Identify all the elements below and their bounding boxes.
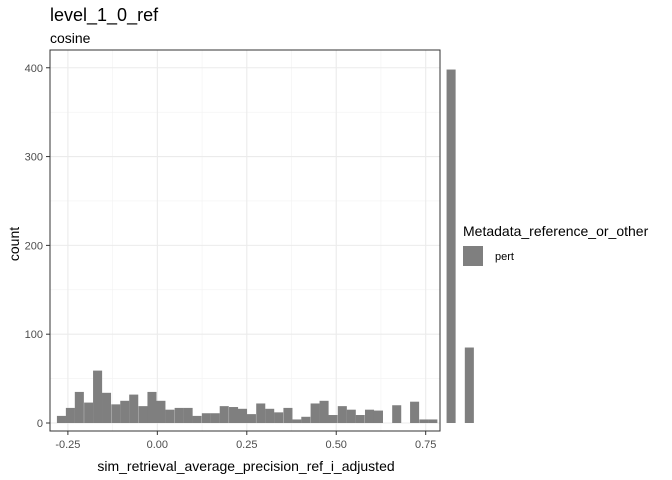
histogram-bar [183, 407, 193, 424]
histogram-bar [111, 404, 121, 424]
x-axis: -0.25 0.00 0.25 0.50 0.75 [55, 431, 436, 451]
panel-background [50, 50, 440, 431]
histogram-bar [246, 414, 256, 424]
histogram-bar [274, 412, 284, 424]
histogram-bar [129, 394, 139, 424]
histogram-bar [93, 370, 103, 424]
histogram-bar [120, 400, 130, 424]
y-tick-label: 200 [25, 240, 43, 252]
chart-subtitle: cosine [50, 30, 91, 46]
histogram-bar [319, 400, 329, 424]
legend-title: Metadata_reference_or_other [463, 223, 649, 239]
histogram-bar [373, 410, 383, 424]
histogram-bar [174, 407, 184, 424]
histogram-bars [56, 69, 474, 424]
histogram-bar [219, 406, 229, 424]
histogram-bar [346, 409, 356, 424]
histogram-bar [310, 403, 320, 424]
legend: Metadata_reference_or_other pert [463, 223, 649, 266]
histogram-bar [392, 405, 402, 424]
histogram-bar [165, 409, 175, 424]
histogram-bar [256, 403, 266, 424]
histogram-bar [337, 406, 347, 424]
x-tick-label: 0.50 [326, 439, 347, 451]
histogram-bar [292, 419, 302, 424]
x-tick-label: 0.25 [236, 439, 257, 451]
histogram-bar [428, 419, 438, 424]
histogram-bar [102, 392, 112, 424]
y-axis-title: count [6, 227, 22, 261]
x-tick-label: -0.25 [55, 439, 80, 451]
y-tick-label: 400 [25, 63, 43, 75]
y-axis: 0 100 200 300 400 [25, 63, 50, 430]
chart-title: level_1_0_ref [50, 5, 159, 26]
histogram-bar [328, 415, 338, 424]
histogram-bar [464, 347, 474, 424]
histogram-bar [229, 407, 239, 424]
y-tick-label: 300 [25, 152, 43, 164]
histogram-bar [355, 415, 365, 424]
histogram-bar [446, 69, 456, 424]
x-tick-label: 0.75 [415, 439, 436, 451]
histogram-bar [138, 406, 148, 424]
legend-label-pert: pert [495, 251, 514, 263]
histogram-bar [419, 419, 429, 424]
histogram-bar [364, 409, 375, 424]
histogram-bar [74, 391, 84, 424]
x-axis-title: sim_retrieval_average_precision_ref_i_ad… [97, 458, 394, 474]
y-tick-label: 0 [37, 418, 43, 430]
histogram-bar [283, 407, 293, 424]
histogram-bar [147, 391, 157, 424]
histogram-bar [265, 408, 275, 424]
minor-gridlines [50, 50, 440, 431]
histogram-bar [84, 402, 94, 424]
histogram-bar [410, 401, 420, 424]
histogram-bar [192, 415, 202, 424]
histogram-bar [156, 400, 166, 424]
histogram-bar [210, 413, 220, 424]
x-tick-label: 0.00 [147, 439, 168, 451]
panel-border [49, 49, 441, 432]
plot-area [49, 49, 474, 432]
legend-key-pert [463, 246, 483, 266]
histogram-bar [56, 415, 66, 424]
y-tick-label: 100 [25, 329, 43, 341]
histogram-bar [201, 413, 211, 424]
histogram-bar [301, 416, 311, 424]
histogram-bar [65, 407, 75, 424]
histogram-bar [237, 408, 248, 424]
